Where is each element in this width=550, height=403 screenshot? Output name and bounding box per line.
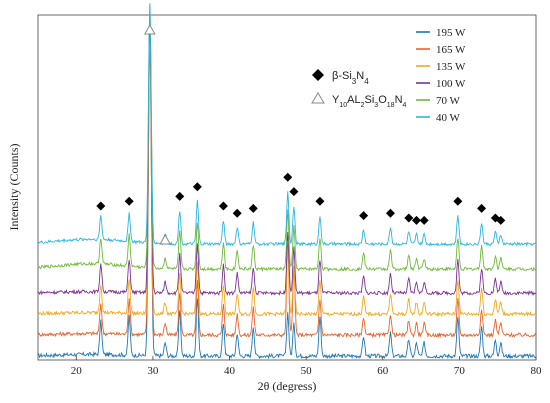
x-tick-label-50: 50: [301, 365, 313, 377]
beta-si3n4-peak-marker: [419, 215, 429, 225]
beta-si3n4-peak-marker: [477, 203, 487, 213]
beta-si3n4-peak-marker: [289, 187, 299, 197]
beta-si3n4-peak-marker: [192, 182, 202, 192]
beta-si3n4-peak-marker: [359, 211, 369, 221]
beta-si3n4-peak-marker: [411, 215, 421, 225]
phase-legend: β-Si3N4 Y10AL2Si3O18N4: [311, 69, 407, 109]
beta-si3n4-peak-marker: [218, 201, 228, 211]
legend-label-195-w: 195 W: [436, 27, 466, 39]
x-tick-label-60: 60: [377, 365, 389, 377]
beta-si3n4-peak-marker: [96, 201, 106, 211]
series-line-135-w: [37, 22, 537, 318]
phase-legend-y10al2si3o18n4: Y10AL2Si3O18N4: [332, 94, 407, 109]
series-line-195-w: [37, 25, 537, 360]
beta-si3n4-peak-marker: [124, 196, 134, 206]
beta-si3n4-peak-marker: [453, 196, 463, 206]
x-tick-label-70: 70: [454, 365, 466, 377]
beta-si3n4-peak-marker: [232, 208, 242, 218]
beta-si3n4-peak-marker: [404, 213, 414, 223]
beta-si3n4-peak-marker: [496, 215, 506, 225]
y10al2si3o18n4-peak-marker: [159, 233, 172, 245]
beta-si3n4-peak-marker: [248, 203, 258, 213]
y-axis-label: Intensity (Counts): [7, 144, 21, 231]
x-tick-label-30: 30: [147, 365, 159, 377]
series-line-40-w: [37, 4, 537, 247]
beta-si3n4-peak-marker: [175, 191, 185, 201]
series-legend: 195 W 165 W 135 W 100 W 70 W 40 W: [416, 27, 466, 124]
phase-legend-triangle-marker: [311, 92, 325, 104]
legend-label-100-w: 100 W: [436, 78, 466, 90]
phase-legend-beta-si3n4: β-Si3N4: [332, 70, 369, 86]
x-tick-label-20: 20: [71, 365, 83, 377]
beta-si3n4-peak-marker: [385, 208, 395, 218]
plot-frame: [37, 14, 537, 361]
legend-label-165-w: 165 W: [436, 44, 466, 56]
x-axis-label: 2θ (degress): [258, 379, 317, 393]
y10al2si3o18n4-peak-marker: [144, 23, 156, 35]
beta-si3n4-peak-marker: [315, 196, 325, 206]
series-line-100-w: [37, 12, 537, 297]
series-line-70-w: [37, 3, 537, 273]
x-tick-label-80: 80: [531, 365, 543, 377]
peak-marker-layer: [96, 23, 506, 245]
legend-label-70-w: 70 W: [436, 95, 461, 107]
beta-si3n4-peak-marker: [283, 172, 293, 182]
phase-legend-diamond-marker: [312, 69, 324, 81]
x-tick-label-40: 40: [224, 365, 236, 377]
legend-label-40-w: 40 W: [436, 112, 461, 124]
legend-label-135-w: 135 W: [436, 61, 466, 73]
x-ticks: 20 30 40 50 60 70 80: [71, 356, 542, 377]
series-layer: [37, 3, 537, 360]
